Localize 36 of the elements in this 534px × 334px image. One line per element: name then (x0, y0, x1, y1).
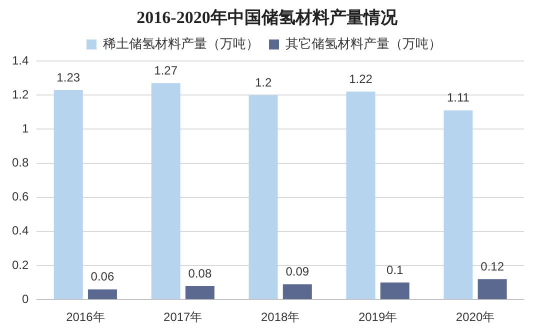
bar (478, 279, 507, 300)
bar (88, 289, 117, 300)
bar (346, 92, 376, 300)
y-tick-label: 1.2 (12, 87, 29, 102)
data-label: 0.08 (188, 266, 212, 280)
x-tick-label: 2018年 (260, 310, 300, 324)
bar (185, 286, 214, 300)
y-tick-label: 0 (22, 292, 29, 306)
y-tick-label: 0.4 (12, 224, 29, 238)
bar (54, 90, 83, 300)
data-label: 1.11 (446, 90, 470, 105)
data-label: 1.27 (154, 63, 178, 78)
x-tick-label: 2020年 (456, 310, 495, 324)
data-label: 0.12 (480, 259, 504, 274)
legend-label: 其它储氢材料产量（万吨） (286, 36, 442, 52)
data-label: 0.06 (90, 270, 114, 284)
chart-title: 2016-2020年中国储氢材料产量情况 (136, 7, 398, 28)
bar (380, 282, 410, 300)
x-tick-label: 2019年 (358, 310, 398, 324)
data-label: 1.2 (254, 75, 272, 90)
y-tick-label: 0.6 (12, 190, 29, 204)
bar (282, 284, 312, 300)
data-label: 1.23 (56, 70, 80, 84)
y-tick-label: 0.2 (12, 258, 29, 272)
data-label: 1.22 (349, 72, 373, 86)
bar (151, 83, 180, 300)
x-tick-label: 2016年 (66, 310, 105, 324)
y-tick-label: 1.4 (12, 53, 29, 68)
data-label: 0.1 (386, 262, 404, 277)
y-tick-label: 0.8 (12, 156, 29, 170)
bar (248, 95, 278, 300)
y-tick-label: 1 (22, 121, 29, 136)
legend-label: 稀土储氢材料产量（万吨） (103, 36, 259, 52)
x-tick-label: 2017年 (164, 310, 202, 324)
data-label: 0.09 (286, 264, 310, 279)
bar (444, 110, 473, 300)
